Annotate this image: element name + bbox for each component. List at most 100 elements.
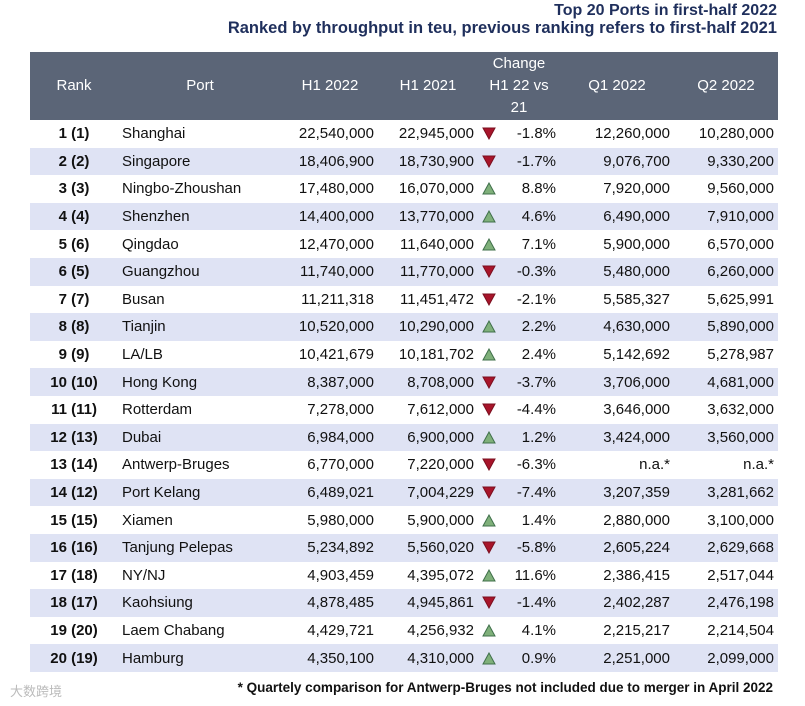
change-cell: -3.7% <box>478 368 560 396</box>
change-wrap: 4.1% <box>482 622 556 639</box>
column-header: Q1 2022 <box>560 52 674 120</box>
q2-cell: 2,099,000 <box>674 644 778 672</box>
q1-cell: 5,480,000 <box>560 257 674 286</box>
arrow-down <box>482 458 496 472</box>
rank-cell: 4 (4) <box>30 202 118 231</box>
change-wrap: -0.3% <box>482 263 556 280</box>
h1-2022-cell: 7,278,000 <box>307 401 374 419</box>
title: Top 20 Ports in first-half 2022 <box>554 2 777 19</box>
h1-2022-cell: 5,234,892 <box>282 533 378 562</box>
h1-2022-cell: 22,540,000 <box>298 125 374 143</box>
rank-cell: 19 (20) <box>50 621 98 639</box>
table-row: 11 (11) Rotterdam 7,278,000 7,612,000 -4.4% 3… <box>30 396 778 424</box>
h1-2021-cell: 4,256,932 <box>407 621 474 639</box>
arrow-down <box>482 127 496 141</box>
port-cell: Tanjung Pelepas <box>118 533 282 562</box>
table-row: 1 (1) Shanghai 22,540,000 22,945,000 -1.8% 12… <box>30 120 778 148</box>
port-cell: LA/LB <box>122 346 163 364</box>
h1-2022-cell: 5,980,000 <box>307 511 374 529</box>
change-value: 7.1% <box>521 235 556 253</box>
table-row: 6 (5) Guangzhou 11,740,000 11,770,000 -0.3% 5… <box>30 257 778 286</box>
table-row: 8 (8) Tianjin 10,520,000 10,290,000 2.2% 4,63… <box>30 313 778 341</box>
h1-2021-cell: 4,310,000 <box>378 644 478 672</box>
change-wrap: -1.8% <box>482 125 556 142</box>
port-cell: Port Kelang <box>118 478 282 507</box>
table-row: 9 (9) LA/LB 10,421,679 10,181,702 2.4% 5,142,… <box>30 341 778 369</box>
table-body: 1 (1) Shanghai 22,540,000 22,945,000 -1.8% 12… <box>30 120 778 672</box>
q1-cell: 3,646,000 <box>603 401 670 419</box>
table-row: 14 (12) Port Kelang 6,489,021 7,004,229 -7.4… <box>30 478 778 507</box>
arrow-down <box>482 376 496 389</box>
q1-cell: 2,251,000 <box>560 644 674 672</box>
h1-2021-cell: 13,770,000 <box>378 202 478 231</box>
rank-cell: 16 (16) <box>30 533 118 562</box>
h1-2021-cell: 10,181,702 <box>398 346 474 364</box>
ports-table: Rank Port H1 2022 H1 2021 Change H1 22 vs 21… <box>30 52 778 672</box>
arrow-up <box>482 320 496 333</box>
port-cell: Ningbo-Zhoushan <box>122 180 242 198</box>
table-row: 12 (13) Dubai 6,984,000 6,900,000 1.2% 3,424,… <box>30 423 778 452</box>
q2-cell: 3,560,000 <box>674 423 778 452</box>
change-value: -5.8% <box>516 539 556 557</box>
h1-2021-cell: 22,945,000 <box>398 125 474 143</box>
q1-cell: 4,630,000 <box>560 313 674 341</box>
table-row: 2 (2) Singapore 18,406,900 18,730,900 -1.7% 9… <box>30 147 778 176</box>
change-wrap: 4.6% <box>482 208 556 225</box>
change-wrap: -5.8% <box>482 539 556 556</box>
h1-2022-cell: 11,740,000 <box>282 257 378 286</box>
h1-2021-cell: 7,004,229 <box>378 478 478 507</box>
arrow-up <box>482 210 496 223</box>
arrow-up <box>482 568 496 582</box>
h1-2022-cell: 6,770,000 <box>307 456 374 474</box>
change-cell: 4.1% <box>478 617 560 645</box>
q1-cell: 3,706,000 <box>560 368 674 396</box>
rank-cell: 10 (10) <box>30 368 118 396</box>
port-cell: Tianjin <box>118 313 282 341</box>
change-cell: -0.3% <box>478 257 560 286</box>
arrow-down <box>482 541 496 555</box>
footnote: * Quartely comparison for Antwerp-Bruges… <box>237 680 773 695</box>
change-value: -2.1% <box>516 290 556 308</box>
arrow-down <box>482 155 496 168</box>
q2-cell: 5,278,987 <box>707 346 774 364</box>
rank-cell: 12 (13) <box>30 423 118 452</box>
table-row: 5 (6) Qingdao 12,470,000 11,640,000 7.1% 5,90… <box>30 230 778 258</box>
q1-cell: 2,215,217 <box>603 621 670 639</box>
change-wrap: 1.4% <box>482 512 556 529</box>
h1-2022-cell: 6,489,021 <box>282 478 378 507</box>
q2-cell: 4,681,000 <box>674 368 778 396</box>
change-wrap: 2.2% <box>482 318 556 335</box>
change-wrap: 0.9% <box>482 650 556 667</box>
change-value: 8.8% <box>521 180 556 198</box>
change-wrap: 1.2% <box>482 429 556 446</box>
change-cell: -4.4% <box>478 396 560 424</box>
change-wrap: -1.4% <box>482 594 556 611</box>
q1-cell: 3,424,000 <box>560 423 674 452</box>
h1-2022-cell: 6,984,000 <box>282 423 378 452</box>
change-wrap: -6.3% <box>482 456 556 473</box>
q1-cell: 5,142,692 <box>603 346 670 364</box>
rank-cell: 2 (2) <box>30 147 118 176</box>
port-cell: Laem Chabang <box>122 621 225 639</box>
change-cell: 1.2% <box>478 423 560 452</box>
change-cell: 11.6% <box>478 562 560 590</box>
rank-cell: 11 (11) <box>51 401 97 419</box>
h1-2022-cell: 8,387,000 <box>282 368 378 396</box>
q1-cell: 12,260,000 <box>594 125 670 143</box>
port-cell: Shenzhen <box>118 202 282 231</box>
change-wrap: 2.4% <box>482 346 556 363</box>
change-cell: 1.4% <box>478 506 560 534</box>
q2-cell: 7,910,000 <box>674 202 778 231</box>
arrow-down <box>482 293 496 306</box>
h1-2021-cell: 11,451,472 <box>400 290 474 308</box>
header-row: Rank Port H1 2022 H1 2021 Change H1 22 vs 21… <box>30 52 778 120</box>
change-value: 1.4% <box>521 511 556 529</box>
change-wrap: 11.6% <box>482 567 556 584</box>
change-wrap: -3.7% <box>482 374 556 391</box>
watermark: 大数跨境 <box>10 684 63 699</box>
q1-cell: 6,490,000 <box>560 202 674 231</box>
arrow-up <box>482 430 496 444</box>
change-value: 1.2% <box>521 428 556 446</box>
arrow-up <box>482 623 496 637</box>
change-cell: -1.8% <box>478 120 560 148</box>
